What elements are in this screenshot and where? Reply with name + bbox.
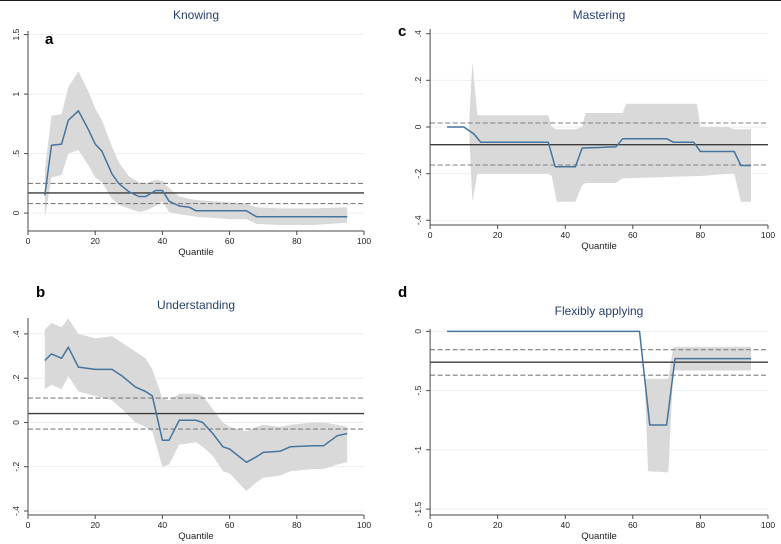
- x-tick-label: 100: [761, 520, 775, 530]
- panel-mastering: -.4 -.2 0 .2 .4 0 20 40 60 80 100 Quantile Masterin…: [390, 1, 781, 272]
- x-tick-label: 20: [493, 230, 503, 240]
- y-tick-label: .4: [11, 330, 21, 337]
- quantile-series: [447, 330, 752, 426]
- y-tick-label: -.5: [413, 385, 423, 395]
- y-tick-label: 0: [413, 329, 423, 334]
- x-tick-label: 20: [90, 520, 100, 530]
- y-tick-label: 0: [11, 210, 21, 215]
- y-tick-label: 1.5: [11, 28, 21, 40]
- x-tick-label: 80: [696, 520, 706, 530]
- ci-band: [44, 318, 348, 492]
- y-tick-label: .4: [413, 30, 423, 37]
- chart-flexibly-applying: 0 -.5 -1 -1.5 0 20 40 60 80 100 Quantile: [413, 329, 775, 542]
- panel-knowing: 0 .5 1 1.5 0 20 40 60 80 100 Quantile Knowing a: [0, 1, 390, 272]
- x-tick-label: 0: [428, 520, 433, 530]
- x-tick-label: 80: [292, 236, 302, 246]
- ci-band: [644, 346, 752, 473]
- panel-letter: b: [36, 284, 46, 301]
- x-tick-label: 80: [696, 230, 706, 240]
- x-tick-label: 0: [26, 236, 31, 246]
- chart-mastering: -.4 -.2 0 .2 .4 0 20 40 60 80 100 Quantile: [413, 29, 775, 252]
- chart-understanding: -.4 -.2 0 .2 .4 0 20 40 60 80 100 Quantile: [11, 318, 371, 542]
- panel-understanding: -.4 -.2 0 .2 .4 0 20 40 60 80 100 Quantile Understa…: [0, 272, 390, 544]
- quantile-series: [44, 346, 348, 464]
- x-tick-label: 60: [628, 520, 638, 530]
- y-tick-label: -.4: [413, 215, 423, 225]
- y-tick-label: -.2: [413, 168, 423, 178]
- x-tick-label: 20: [493, 520, 503, 530]
- y-tick-label: 1: [11, 91, 21, 96]
- y-tick-label: .2: [413, 76, 423, 83]
- x-tick-label: 40: [158, 236, 168, 246]
- x-tick-label: 80: [292, 520, 302, 530]
- x-axis-title: Quantile: [178, 531, 213, 542]
- x-axis-title: Quantile: [178, 247, 213, 258]
- x-tick-label: 100: [357, 236, 371, 246]
- panel-title: Flexibly applying: [554, 304, 644, 318]
- y-tick-label: .5: [11, 150, 21, 157]
- panel-title: Mastering: [572, 8, 626, 22]
- y-tick-label: -.2: [11, 461, 21, 471]
- y-tick-label: 0: [413, 124, 423, 129]
- panel-letter: d: [398, 284, 408, 301]
- y-tick-label: -1: [413, 446, 423, 454]
- panel-flexibly-applying: 0 -.5 -1 -1.5 0 20 40 60 80 100 Quantile Flexibly …: [390, 272, 781, 544]
- panel-letter: c: [398, 23, 407, 40]
- y-tick-label: 0: [11, 420, 21, 425]
- panel-letter: a: [45, 31, 54, 48]
- chart-knowing: 0 .5 1 1.5 0 20 40 60 80 100 Quantile: [11, 28, 371, 258]
- x-tick-label: 40: [158, 520, 168, 530]
- x-tick-label: 60: [225, 236, 235, 246]
- y-tick-label: -.4: [11, 506, 21, 516]
- ci-band: [469, 61, 752, 202]
- quantile-series: [447, 126, 752, 168]
- x-tick-label: 0: [26, 520, 31, 530]
- x-tick-label: 60: [628, 230, 638, 240]
- quantile-series: [44, 110, 348, 218]
- x-tick-label: 20: [90, 236, 100, 246]
- x-tick-label: 0: [428, 230, 433, 240]
- y-tick-label: -1.5: [413, 502, 423, 517]
- ci-band: [44, 71, 348, 225]
- panel-title: Understanding: [156, 298, 236, 312]
- panel-title: Knowing: [172, 8, 220, 22]
- x-tick-label: 100: [357, 520, 371, 530]
- x-tick-label: 40: [561, 230, 571, 240]
- x-axis-title: Quantile: [581, 531, 616, 542]
- x-tick-label: 40: [561, 520, 571, 530]
- x-tick-label: 60: [225, 520, 235, 530]
- x-axis-title: Quantile: [581, 241, 616, 252]
- y-tick-label: .2: [11, 374, 21, 381]
- x-tick-label: 100: [761, 230, 775, 240]
